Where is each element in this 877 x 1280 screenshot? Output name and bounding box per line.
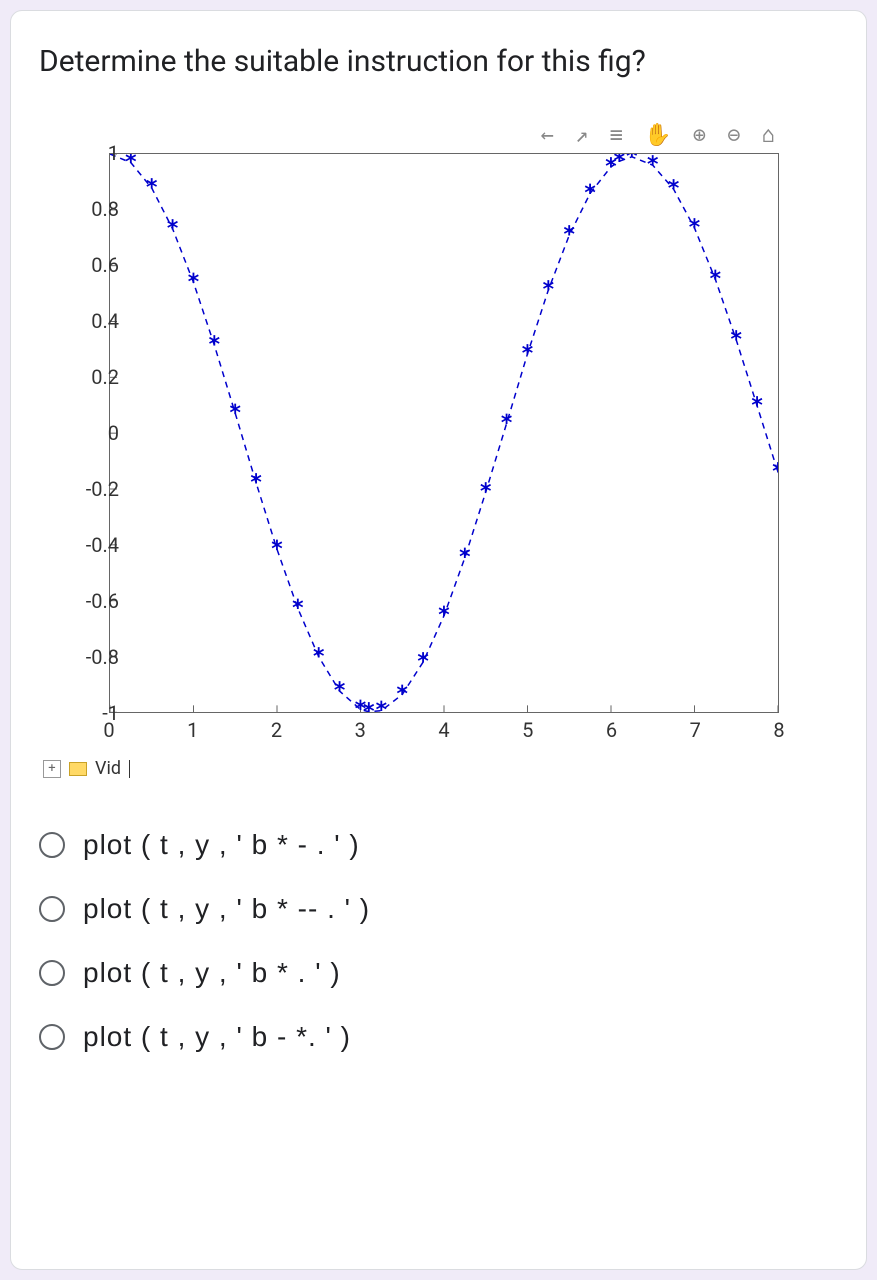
plus-icon: + bbox=[43, 760, 61, 778]
svg-text:*: * bbox=[375, 698, 388, 712]
svg-text:*: * bbox=[709, 267, 722, 292]
xtick-label: 8 bbox=[773, 718, 784, 742]
svg-text:*: * bbox=[688, 215, 701, 240]
svg-text:*: * bbox=[521, 341, 534, 366]
question-card: Determine the suitable instruction for t… bbox=[10, 10, 867, 1270]
ytick-label: -0.2 bbox=[69, 477, 119, 501]
figure: ← ↗ ≡ ✋ ⊕ ⊖ ⌂ **************************… bbox=[39, 123, 799, 783]
svg-text:*: * bbox=[751, 393, 764, 418]
svg-text:*: * bbox=[542, 277, 555, 302]
svg-text:*: * bbox=[437, 603, 450, 628]
figure-toolbar-icons: ← ↗ ≡ ✋ ⊕ ⊖ ⌂ bbox=[541, 123, 779, 148]
svg-text:*: * bbox=[458, 545, 471, 570]
plot-svg: *********************************** bbox=[110, 154, 778, 712]
svg-text:*: * bbox=[730, 327, 743, 352]
svg-text:*: * bbox=[667, 177, 680, 202]
xtick-label: 5 bbox=[522, 718, 533, 742]
ytick-label: -0.8 bbox=[69, 645, 119, 669]
option-3[interactable]: plot ( t , y , ' b - *. ' ) bbox=[39, 1005, 838, 1069]
chart-axes: *********************************** bbox=[109, 153, 779, 713]
svg-text:*: * bbox=[646, 154, 659, 178]
option-0[interactable]: plot ( t , y , ' b * - . ' ) bbox=[39, 813, 838, 877]
radio-icon[interactable] bbox=[39, 1024, 65, 1050]
option-label: plot ( t , y , ' b * - . ' ) bbox=[83, 829, 360, 861]
svg-text:*: * bbox=[563, 223, 576, 248]
ytick-label: 0.8 bbox=[69, 197, 119, 221]
svg-text:*: * bbox=[145, 176, 158, 201]
svg-text:*: * bbox=[270, 537, 283, 562]
option-1[interactable]: plot ( t , y , ' b * -- . ' ) bbox=[39, 877, 838, 941]
xtick-label: 2 bbox=[271, 718, 282, 742]
folder-icon bbox=[69, 762, 87, 776]
ytick-label: 0 bbox=[69, 421, 119, 445]
svg-text:*: * bbox=[613, 154, 626, 174]
option-label: plot ( t , y , ' b * . ' ) bbox=[83, 957, 341, 989]
ytick-label: 0.4 bbox=[69, 309, 119, 333]
cursor-bar bbox=[129, 760, 130, 778]
svg-text:*: * bbox=[625, 154, 638, 169]
svg-text:*: * bbox=[166, 216, 179, 241]
radio-icon[interactable] bbox=[39, 960, 65, 986]
radio-icon[interactable] bbox=[39, 896, 65, 922]
ytick-label: -0.4 bbox=[69, 533, 119, 557]
svg-text:*: * bbox=[362, 699, 375, 712]
option-label: plot ( t , y , ' b - *. ' ) bbox=[83, 1021, 351, 1053]
svg-text:*: * bbox=[771, 460, 778, 485]
question-text: Determine the suitable instruction for t… bbox=[39, 41, 838, 83]
vid-label: Vid bbox=[95, 758, 121, 779]
svg-text:*: * bbox=[291, 596, 304, 621]
svg-text:*: * bbox=[312, 644, 325, 669]
xtick-label: 3 bbox=[355, 718, 366, 742]
option-label: plot ( t , y , ' b * -- . ' ) bbox=[83, 893, 370, 925]
figure-footer: + Vid bbox=[39, 754, 134, 783]
svg-text:*: * bbox=[250, 470, 263, 495]
svg-text:*: * bbox=[479, 480, 492, 505]
ytick-label: -0.6 bbox=[69, 589, 119, 613]
svg-text:*: * bbox=[187, 270, 200, 295]
xtick-label: 0 bbox=[103, 718, 114, 742]
xtick-label: 7 bbox=[690, 718, 701, 742]
svg-text:*: * bbox=[333, 679, 346, 704]
options-group: plot ( t , y , ' b * - . ' ) plot ( t , … bbox=[39, 813, 838, 1069]
xtick-label: 4 bbox=[438, 718, 449, 742]
xtick-label: 6 bbox=[606, 718, 617, 742]
option-2[interactable]: plot ( t , y , ' b * . ' ) bbox=[39, 941, 838, 1005]
ytick-label: 1 bbox=[69, 141, 119, 165]
ytick-label: 0.6 bbox=[69, 253, 119, 277]
svg-text:*: * bbox=[396, 682, 409, 707]
svg-text:*: * bbox=[584, 181, 597, 206]
ytick-label: 0.2 bbox=[69, 365, 119, 389]
svg-text:*: * bbox=[208, 333, 221, 358]
svg-text:*: * bbox=[417, 650, 430, 675]
svg-text:*: * bbox=[124, 154, 137, 175]
radio-icon[interactable] bbox=[39, 832, 65, 858]
xtick-label: 1 bbox=[187, 718, 198, 742]
svg-text:*: * bbox=[500, 411, 513, 436]
svg-text:*: * bbox=[229, 401, 242, 426]
